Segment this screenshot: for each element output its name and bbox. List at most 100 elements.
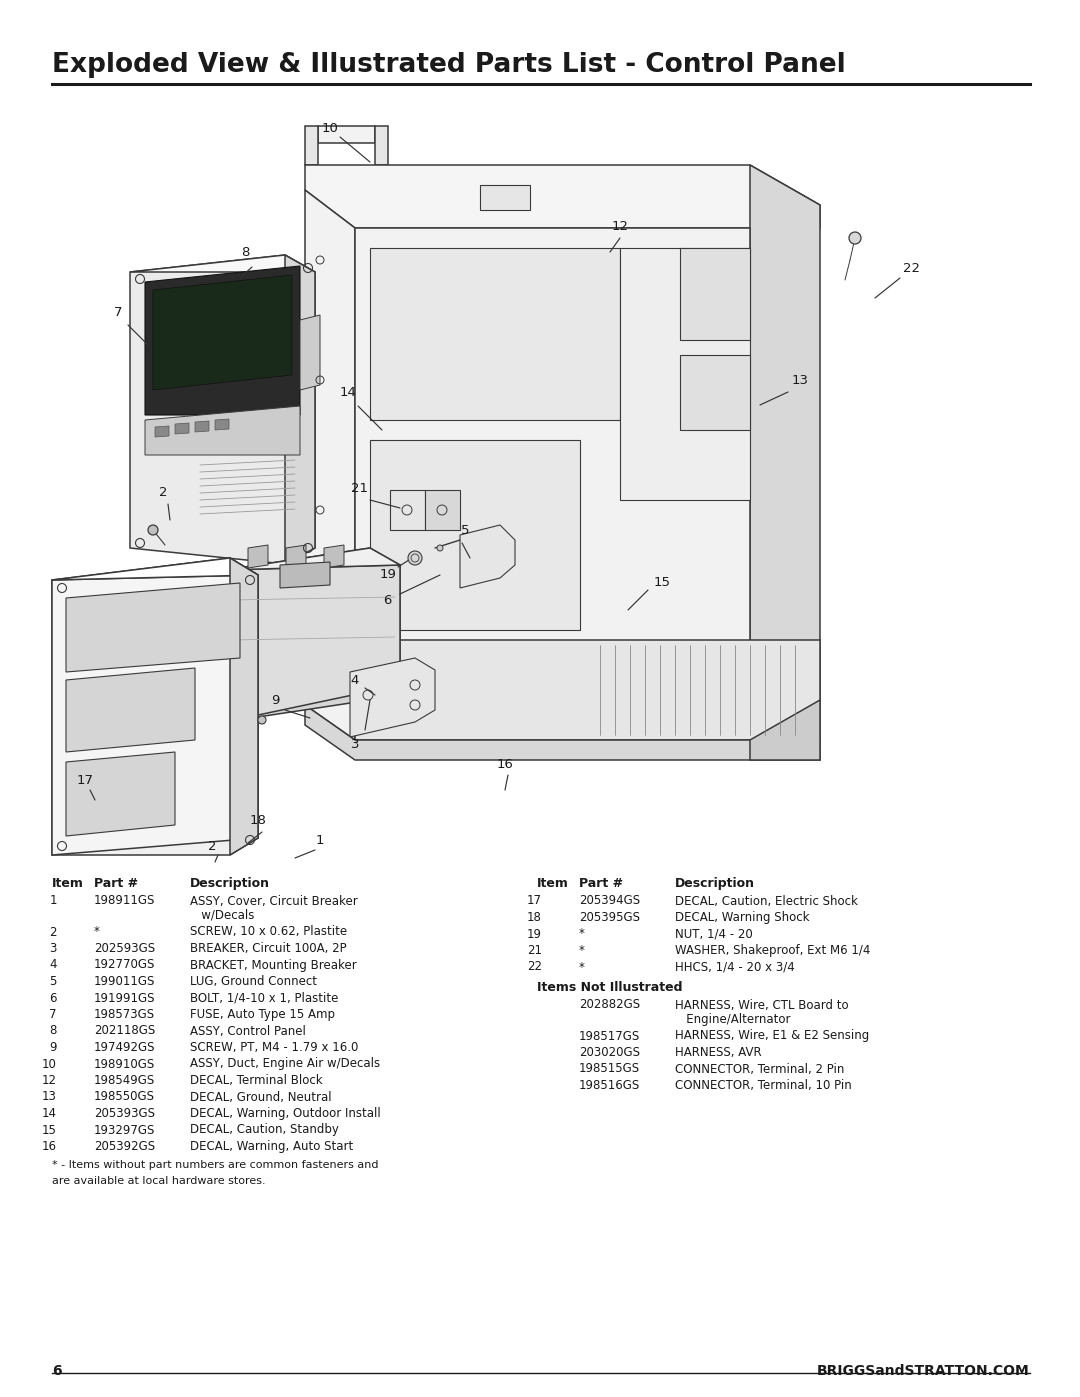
Text: Part #: Part #: [94, 877, 138, 890]
Polygon shape: [130, 256, 315, 564]
Text: 205395GS: 205395GS: [579, 911, 640, 923]
Polygon shape: [225, 548, 400, 570]
Polygon shape: [680, 249, 750, 339]
Text: DECAL, Warning, Auto Start: DECAL, Warning, Auto Start: [190, 1140, 353, 1153]
Polygon shape: [480, 184, 530, 210]
Text: 192770GS: 192770GS: [94, 958, 156, 971]
Text: 2: 2: [207, 841, 216, 854]
Text: 203020GS: 203020GS: [579, 1046, 640, 1059]
Text: *: *: [579, 961, 585, 974]
Text: 22: 22: [904, 261, 920, 274]
Circle shape: [408, 550, 422, 564]
Polygon shape: [215, 419, 229, 430]
Text: *: *: [94, 925, 99, 939]
Text: 12: 12: [611, 219, 629, 232]
Text: 14: 14: [339, 387, 356, 400]
Text: w/Decals: w/Decals: [190, 909, 255, 922]
Text: 3: 3: [50, 942, 57, 956]
Polygon shape: [156, 426, 168, 437]
Polygon shape: [175, 423, 189, 434]
Polygon shape: [66, 583, 240, 672]
Text: HARNESS, Wire, E1 & E2 Sensing: HARNESS, Wire, E1 & E2 Sensing: [675, 1030, 869, 1042]
Polygon shape: [375, 126, 388, 165]
Text: are available at local hardware stores.: are available at local hardware stores.: [52, 1176, 266, 1186]
Text: 191991GS: 191991GS: [94, 992, 156, 1004]
Text: 15: 15: [653, 577, 671, 590]
Polygon shape: [195, 420, 210, 432]
Polygon shape: [460, 525, 515, 588]
Text: 21: 21: [351, 482, 368, 495]
Text: DECAL, Caution, Standby: DECAL, Caution, Standby: [190, 1123, 339, 1137]
Text: DECAL, Warning, Outdoor Install: DECAL, Warning, Outdoor Install: [190, 1106, 381, 1120]
Text: 198517GS: 198517GS: [579, 1030, 640, 1042]
Text: 205393GS: 205393GS: [94, 1106, 156, 1120]
Polygon shape: [305, 165, 820, 228]
Text: Exploded View & Illustrated Parts List - Control Panel: Exploded View & Illustrated Parts List -…: [52, 52, 846, 78]
Text: 6: 6: [52, 1363, 62, 1377]
Text: 12: 12: [42, 1074, 57, 1087]
Text: 14: 14: [42, 1106, 57, 1120]
Text: 6: 6: [50, 992, 57, 1004]
Text: HHCS, 1/4 - 20 x 3/4: HHCS, 1/4 - 20 x 3/4: [675, 961, 795, 974]
Text: 202882GS: 202882GS: [579, 999, 640, 1011]
Text: Description: Description: [190, 877, 270, 890]
Text: 17: 17: [77, 774, 94, 787]
Polygon shape: [52, 557, 258, 580]
Text: 202593GS: 202593GS: [94, 942, 156, 956]
Text: DECAL, Terminal Block: DECAL, Terminal Block: [190, 1074, 323, 1087]
Text: BOLT, 1/4-10 x 1, Plastite: BOLT, 1/4-10 x 1, Plastite: [190, 992, 338, 1004]
Text: 7: 7: [50, 1009, 57, 1021]
Polygon shape: [355, 640, 820, 740]
Polygon shape: [620, 249, 750, 500]
Text: 8: 8: [241, 246, 249, 260]
Text: 13: 13: [792, 373, 809, 387]
Text: 198910GS: 198910GS: [94, 1058, 156, 1070]
Text: Engine/Alternator: Engine/Alternator: [675, 1013, 791, 1025]
Text: 9: 9: [271, 693, 280, 707]
Polygon shape: [305, 126, 318, 165]
Text: 10: 10: [42, 1058, 57, 1070]
Circle shape: [258, 717, 266, 724]
Text: Item: Item: [52, 877, 84, 890]
Text: NUT, 1/4 - 20: NUT, 1/4 - 20: [675, 928, 753, 940]
Polygon shape: [52, 557, 258, 855]
Text: 18: 18: [527, 911, 542, 923]
Text: 205392GS: 205392GS: [94, 1140, 156, 1153]
Polygon shape: [680, 355, 750, 430]
Text: 18: 18: [249, 813, 267, 827]
Text: 4: 4: [50, 958, 57, 971]
Text: 2: 2: [159, 486, 167, 499]
Polygon shape: [370, 440, 580, 630]
Polygon shape: [324, 545, 345, 569]
Polygon shape: [370, 249, 620, 420]
Text: *: *: [579, 944, 585, 957]
Text: 7: 7: [113, 306, 122, 320]
Text: *: *: [579, 928, 585, 940]
Polygon shape: [286, 545, 306, 569]
Polygon shape: [355, 228, 750, 740]
Text: 198911GS: 198911GS: [94, 894, 156, 908]
Text: HARNESS, AVR: HARNESS, AVR: [675, 1046, 761, 1059]
Text: DECAL, Warning Shock: DECAL, Warning Shock: [675, 911, 810, 923]
Text: Part #: Part #: [579, 877, 623, 890]
Polygon shape: [145, 407, 300, 455]
Polygon shape: [248, 545, 268, 569]
Polygon shape: [66, 752, 175, 835]
Circle shape: [148, 525, 158, 535]
Polygon shape: [153, 275, 292, 390]
Text: Items Not Illustrated: Items Not Illustrated: [537, 981, 683, 995]
Polygon shape: [225, 564, 400, 722]
Text: 19: 19: [379, 569, 396, 581]
Text: Description: Description: [675, 877, 755, 890]
Text: ASSY, Control Panel: ASSY, Control Panel: [190, 1024, 306, 1038]
Polygon shape: [52, 576, 258, 855]
Text: 202118GS: 202118GS: [94, 1024, 156, 1038]
Text: 1: 1: [315, 834, 324, 847]
Text: BREAKER, Circuit 100A, 2P: BREAKER, Circuit 100A, 2P: [190, 942, 347, 956]
Text: 3: 3: [351, 739, 360, 752]
Polygon shape: [305, 705, 820, 760]
Text: SCREW, 10 x 0.62, Plastite: SCREW, 10 x 0.62, Plastite: [190, 925, 347, 939]
Text: FUSE, Auto Type 15 Amp: FUSE, Auto Type 15 Amp: [190, 1009, 335, 1021]
Text: 13: 13: [42, 1091, 57, 1104]
Text: 21: 21: [527, 944, 542, 957]
